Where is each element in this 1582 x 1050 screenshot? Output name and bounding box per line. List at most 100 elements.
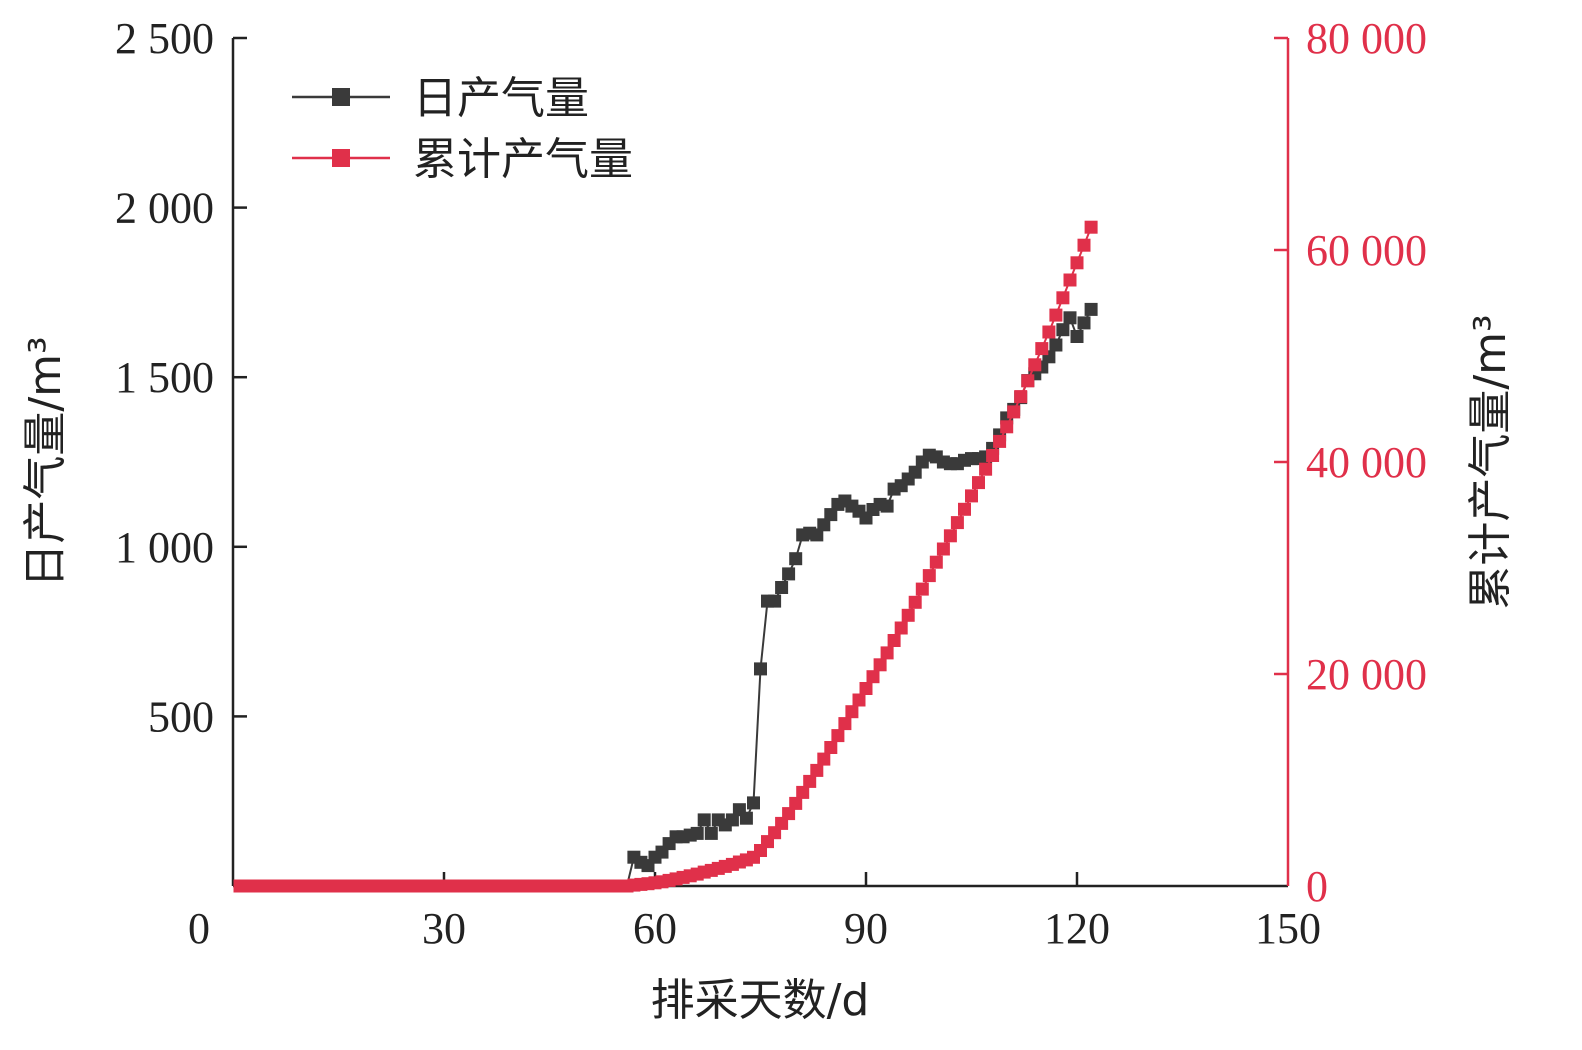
data-point-daily (824, 508, 838, 522)
data-point-daily (1056, 323, 1070, 337)
x-tick-label: 30 (422, 904, 466, 953)
data-point-cumulative (845, 705, 859, 719)
right-y-tick-label: 40 000 (1306, 438, 1427, 487)
x-axis-label: 排采天数/d (651, 975, 870, 1026)
data-point-daily (739, 811, 753, 825)
data-point-cumulative (789, 796, 803, 810)
left-y-tick-label: 2 500 (115, 14, 214, 63)
data-point-cumulative (894, 621, 908, 635)
data-point-cumulative (979, 462, 993, 476)
data-point-cumulative (880, 646, 894, 660)
data-point-cumulative (1021, 374, 1035, 388)
data-point-cumulative (915, 582, 929, 596)
data-point-cumulative (810, 763, 824, 777)
legend-marker-daily (332, 88, 350, 106)
data-point-cumulative (972, 476, 985, 490)
data-point-cumulative (965, 489, 978, 503)
x-ticks: 0 30 60 90 120 150 (188, 872, 1321, 953)
data-point-cumulative (922, 569, 936, 583)
data-point-cumulative (873, 658, 887, 672)
data-point-daily (754, 662, 767, 676)
data-point-daily (690, 826, 704, 840)
data-point-cumulative (1056, 291, 1070, 305)
data-point-cumulative (993, 434, 1007, 448)
legend-marker-cumulative (332, 149, 350, 167)
data-point-cumulative (1035, 342, 1049, 356)
legend-item-daily: 日产气量 (292, 73, 589, 124)
data-point-cumulative (859, 682, 873, 695)
data-point-cumulative (929, 555, 943, 569)
x-tick-label: 0 (188, 904, 210, 953)
data-point-cumulative (1077, 238, 1091, 252)
data-point-cumulative (852, 693, 866, 707)
data-point-daily (747, 796, 760, 810)
data-point-daily (1084, 302, 1098, 316)
left-y-ticks: 500 1 000 1 500 2 000 2 500 (115, 14, 247, 741)
legend: 日产气量 累计产气量 (292, 73, 633, 185)
x-tick-label: 150 (1255, 904, 1321, 953)
data-point-cumulative (958, 502, 971, 516)
data-point-cumulative (936, 542, 950, 556)
data-point-cumulative (1063, 273, 1077, 287)
data-point-cumulative (838, 717, 852, 731)
data-point-cumulative (1049, 308, 1063, 322)
series-layer (233, 220, 1098, 893)
data-point-cumulative (782, 807, 796, 821)
left-y-tick-label: 1 500 (115, 353, 214, 402)
right-y-tick-label: 80 000 (1306, 14, 1427, 63)
series-markers-cumulative (233, 220, 1098, 893)
data-point-daily (1077, 316, 1091, 330)
data-point-cumulative (1070, 256, 1084, 270)
data-point-cumulative (1028, 358, 1042, 372)
data-point-cumulative (901, 608, 915, 622)
data-point-cumulative (1000, 420, 1014, 434)
data-point-cumulative (887, 634, 901, 647)
data-point-daily (775, 581, 789, 594)
x-tick-label: 90 (844, 904, 888, 953)
data-point-cumulative (831, 729, 845, 743)
data-point-daily (1063, 311, 1077, 325)
data-point-daily (782, 567, 796, 581)
data-point-cumulative (824, 741, 838, 754)
x-tick-label: 120 (1044, 904, 1110, 953)
right-y-ticks: 0 20 000 40 000 60 000 80 000 (1274, 14, 1427, 911)
data-point-cumulative (1042, 325, 1056, 339)
data-point-daily (1070, 330, 1084, 343)
data-point-cumulative (943, 529, 957, 543)
data-point-daily (880, 499, 894, 513)
right-y-tick-label: 20 000 (1306, 650, 1427, 699)
left-y-tick-label: 2 000 (115, 184, 214, 233)
data-point-daily (768, 594, 782, 608)
data-point-daily (697, 813, 711, 827)
data-point-daily (725, 813, 739, 827)
data-point-daily (1049, 338, 1063, 352)
x-tick-label: 60 (633, 904, 677, 953)
data-point-daily (789, 552, 803, 566)
data-point-cumulative (950, 516, 964, 530)
right-y-tick-label: 0 (1306, 862, 1328, 911)
data-point-cumulative (1007, 405, 1021, 419)
data-point-cumulative (775, 816, 789, 830)
data-point-daily (704, 826, 718, 840)
right-y-tick-label: 60 000 (1306, 226, 1427, 275)
data-point-cumulative (796, 785, 810, 799)
data-point-daily (810, 528, 824, 542)
right-y-axis-label: 累计产气量/m³ (1465, 314, 1516, 609)
data-point-daily (817, 518, 831, 532)
data-point-cumulative (986, 449, 1000, 462)
data-point-cumulative (1084, 220, 1098, 234)
left-y-tick-label: 500 (148, 692, 214, 741)
left-y-tick-label: 1 000 (115, 523, 214, 572)
data-point-cumulative (817, 752, 831, 766)
data-point-cumulative (908, 595, 922, 609)
legend-label-daily: 日产气量 (413, 73, 589, 124)
legend-item-cumulative: 累计产气量 (292, 134, 633, 185)
data-point-cumulative (1014, 390, 1028, 404)
data-point-daily (908, 465, 922, 479)
left-y-axis-label: 日产气量/m³ (20, 336, 71, 587)
legend-label-cumulative: 累计产气量 (413, 134, 633, 185)
data-point-cumulative (866, 670, 880, 684)
data-point-cumulative (803, 774, 817, 788)
